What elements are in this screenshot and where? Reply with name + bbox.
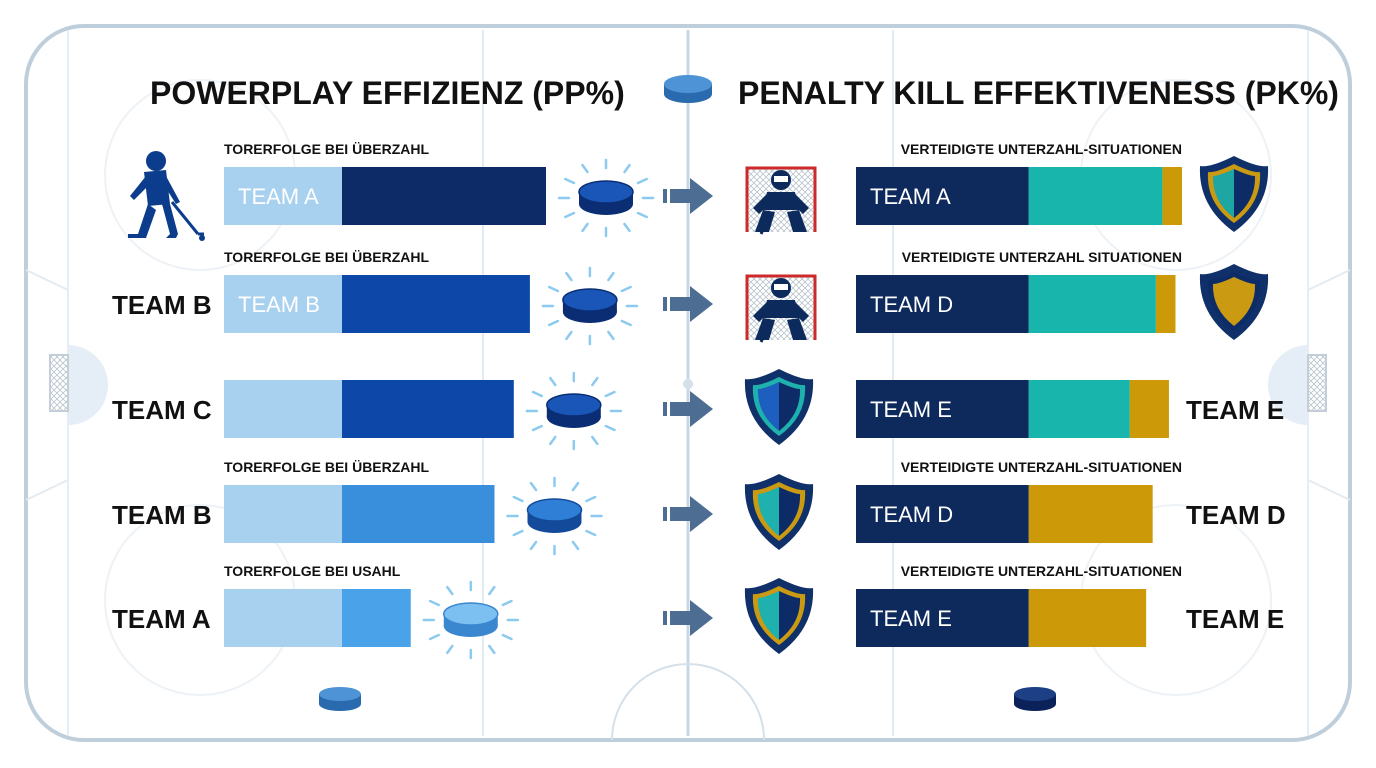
pk-row: TEAM D VERTEIDIGTE UNTERZAHL SITUATIONEN [745,249,1269,343]
glowing-puck-icon [422,580,520,660]
pk-row-subtitle: VERTEIDIGTE UNTERZAHL SITUATIONEN [902,249,1182,265]
pp-bar-dark-segment [342,275,530,333]
pp-bar-light-segment [224,275,342,333]
pp-row: TEAM A TORERFOLGE BEI ÜBERZAHL [224,141,713,238]
pk-bar-label: TEAM D [870,502,953,527]
pp-row: TORERFOLGE BEI ÜBERZAHL TEAM B [112,459,713,556]
shield-icon [1199,264,1269,340]
pk-bar-gold-segment [1028,485,1153,543]
pk-team-label: TEAM D [1186,500,1286,530]
pk-bar-label: TEAM A [870,184,951,209]
pk-team-label: TEAM E [1186,604,1284,634]
right-goal-net [1307,354,1327,412]
pp-bar-label: TEAM A [238,184,319,209]
pp-team-label: TEAM A [112,604,211,634]
pk-team-label: TEAM E [1186,395,1284,425]
pk-row-subtitle: VERTEIDIGTE UNTERZAHL-SITUATIONEN [901,459,1182,475]
pk-row: TEAM E TEAM E [744,369,1284,445]
glowing-puck-icon [525,371,623,451]
footer-puck-right-icon [1014,687,1056,711]
pk-bar-navy-segment [856,380,1029,438]
goalie-icon [745,166,817,235]
arrow-right-icon [663,178,713,214]
pk-row-subtitle: VERTEIDIGTE UNTERZAHL-SITUATIONEN [901,141,1182,157]
left-goal-net [49,354,69,412]
pp-bar-dark-segment [342,589,411,647]
pk-row: TEAM E VERTEIDIGTE UNTERZAHL-SITUATIONEN T… [744,563,1284,654]
glowing-puck-icon [506,476,603,556]
header-puck-icon [664,75,712,103]
arrow-right-icon [663,391,713,427]
pp-bar-light-segment [224,167,342,225]
arrow-right-icon [663,286,713,322]
pp-row: TEAM B TORERFOLGE BEI ÜBERZAHL TEAM B [112,249,713,346]
pp-row: TEAM C [112,371,713,451]
pk-bar-gold-segment [1129,380,1169,438]
pk-bar-label: TEAM E [870,397,952,422]
pp-team-label: TEAM C [112,395,212,425]
goalie-icon [745,274,817,343]
penalty-kill-title: PENALTY KILL EFFEKTIVENESS (PK%) [738,75,1339,111]
pp-bar-dark-segment [342,485,495,543]
pk-bar-gold-segment [1155,275,1176,333]
pk-row: TEAM A VERTEIDIGTE UNTERZAHL-SITUATIONEN [745,141,1269,235]
pp-bar-light-segment [224,589,342,647]
pp-bar-dark-segment [342,167,546,225]
pp-bar-label: TEAM B [238,292,320,317]
pp-bar-light-segment [224,380,342,438]
pk-bar-label: TEAM E [870,606,952,631]
pk-bar-label: TEAM D [870,292,953,317]
arrow-right-icon [663,600,713,636]
pk-row-subtitle: VERTEIDIGTE UNTERZAHL-SITUATIONEN [901,563,1182,579]
shield-icon [1199,156,1269,232]
pk-bar-navy-segment [856,589,1029,647]
glowing-puck-icon [557,158,655,238]
shield-icon [744,578,814,654]
glowing-puck-icon [541,266,639,346]
pp-row-subtitle: TORERFOLGE BEI ÜBERZAHL [224,459,430,475]
powerplay-title: POWERPLAY EFFIZIENZ (PP%) [150,75,625,111]
footer-puck-left-icon [319,687,361,711]
pp-row: TORERFOLGE BEI USAHL TEAM A [112,563,713,660]
pp-team-label: TEAM B [112,500,212,530]
pp-row-subtitle: TORERFOLGE BEI USAHL [224,563,401,579]
pk-bar-teal-segment [1028,275,1156,333]
hockey-player-icon [128,151,205,241]
pk-bar-navy-segment [856,167,1029,225]
shield-icon [744,369,814,445]
pp-team-label: TEAM B [112,290,212,320]
pk-bar-teal-segment [1028,167,1163,225]
arrow-right-icon [663,496,713,532]
pp-bar-light-segment [224,485,342,543]
pp-row-subtitle: TORERFOLGE BEI ÜBERZAHL [224,249,430,265]
shield-icon [744,474,814,550]
pk-bar-navy-segment [856,275,1029,333]
pk-bar-gold-segment [1028,589,1147,647]
pp-bar-dark-segment [342,380,514,438]
pk-bar-gold-segment [1162,167,1182,225]
pk-bar-teal-segment [1028,380,1130,438]
pk-row: TEAM D VERTEIDIGTE UNTERZAHL-SITUATIONEN T… [744,459,1286,550]
pp-row-subtitle: TORERFOLGE BEI ÜBERZAHL [224,141,430,157]
pk-bar-navy-segment [856,485,1029,543]
